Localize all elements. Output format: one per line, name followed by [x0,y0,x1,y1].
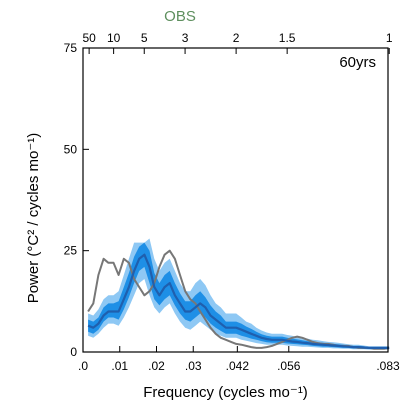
top-tick-label: 1.5 [279,31,296,45]
axis-ticks: .0 .01 .02 .03 .042 .056 .083 0 25 50 75 50 10 5 3 2 1.5… [64,31,400,373]
x-axis-title: Frequency (cycles mo⁻¹) [143,384,308,401]
series-lines [87,249,390,350]
x-tick-label: .02 [148,359,165,373]
x-tick-label: .0 [78,359,88,373]
top-tick-label: 50 [82,31,96,45]
top-tick-label: 3 [182,31,189,45]
plot-frame [82,47,389,353]
y-tick-label: 0 [70,345,77,359]
x-tick-label: .01 [111,359,128,373]
y-tick-label: 50 [64,142,78,156]
top-axis-label: OBS [164,8,196,25]
y-tick-label: 25 [64,244,78,258]
x-tick-label: .056 [277,359,301,373]
top-tick-label: 10 [107,31,121,45]
y-tick-label: 75 [64,41,78,55]
outer-range-band [88,238,390,350]
top-tick-label: 2 [233,31,240,45]
x-tick-label: .03 [185,359,202,373]
y-axis-title: Power (°C² / cycles mo⁻¹) [25,133,42,304]
top-tick-label: 1 [386,31,393,45]
x-tick-label: .042 [226,359,250,373]
period-annotation: 60yrs [339,54,376,71]
x-tick-label: .083 [376,359,400,373]
ensemble-bands [88,238,390,350]
mean-series-line [87,253,390,349]
top-tick-label: 5 [141,31,148,45]
